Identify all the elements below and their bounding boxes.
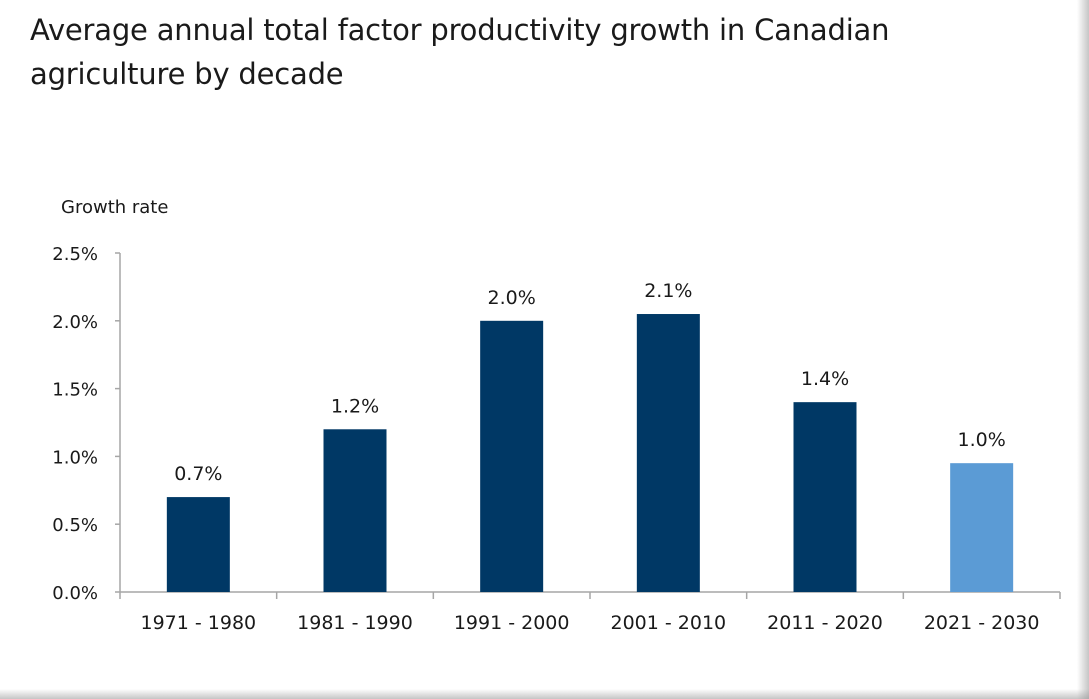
bar [793,402,857,592]
axes [119,253,1060,593]
bar-value-label: 2.0% [488,287,536,309]
bar [950,463,1014,592]
x-axis-ticks: 1971 - 1980 1981 - 1990 1991 - 2000 2001 - … [119,592,1061,634]
bar [323,429,387,592]
bar-value-label: 0.7% [174,463,222,485]
x-category-label: 2001 - 2010 [611,612,727,634]
bar [636,314,700,592]
y-tick-label: 1.0% [52,447,98,468]
x-category-label: 2021 - 2030 [924,612,1040,634]
y-tick-label: 1.5% [52,380,98,401]
bar [166,497,230,592]
y-tick-label: 0.0% [52,583,98,604]
frame-shadow-right [1077,0,1089,699]
bar-value-label: 1.2% [331,395,379,417]
x-category-label: 1991 - 2000 [454,612,570,634]
x-category-label: 1971 - 1980 [141,612,257,634]
y-tick-label: 2.0% [52,312,98,333]
chart-title: Average annual total factor productivity… [30,13,890,91]
bars: 0.7% 1.2% 2.0% 2.1% 1.4% 1.0% [166,280,1014,592]
x-category-label: 2011 - 2020 [767,612,883,634]
y-axis-ticks: 0.0% 0.5% 1.0% 1.5% 2.0% 2.5% [52,244,120,604]
y-tick-label: 2.5% [52,244,98,265]
bar-value-label: 2.1% [644,280,692,302]
bar-value-label: 1.0% [958,429,1006,451]
bar [480,320,544,592]
y-tick-label: 0.5% [52,515,98,536]
frame-shadow-bottom [0,689,1089,699]
x-category-label: 1981 - 1990 [297,612,413,634]
y-axis-label: Growth rate [61,197,168,218]
bar-value-label: 1.4% [801,368,849,390]
